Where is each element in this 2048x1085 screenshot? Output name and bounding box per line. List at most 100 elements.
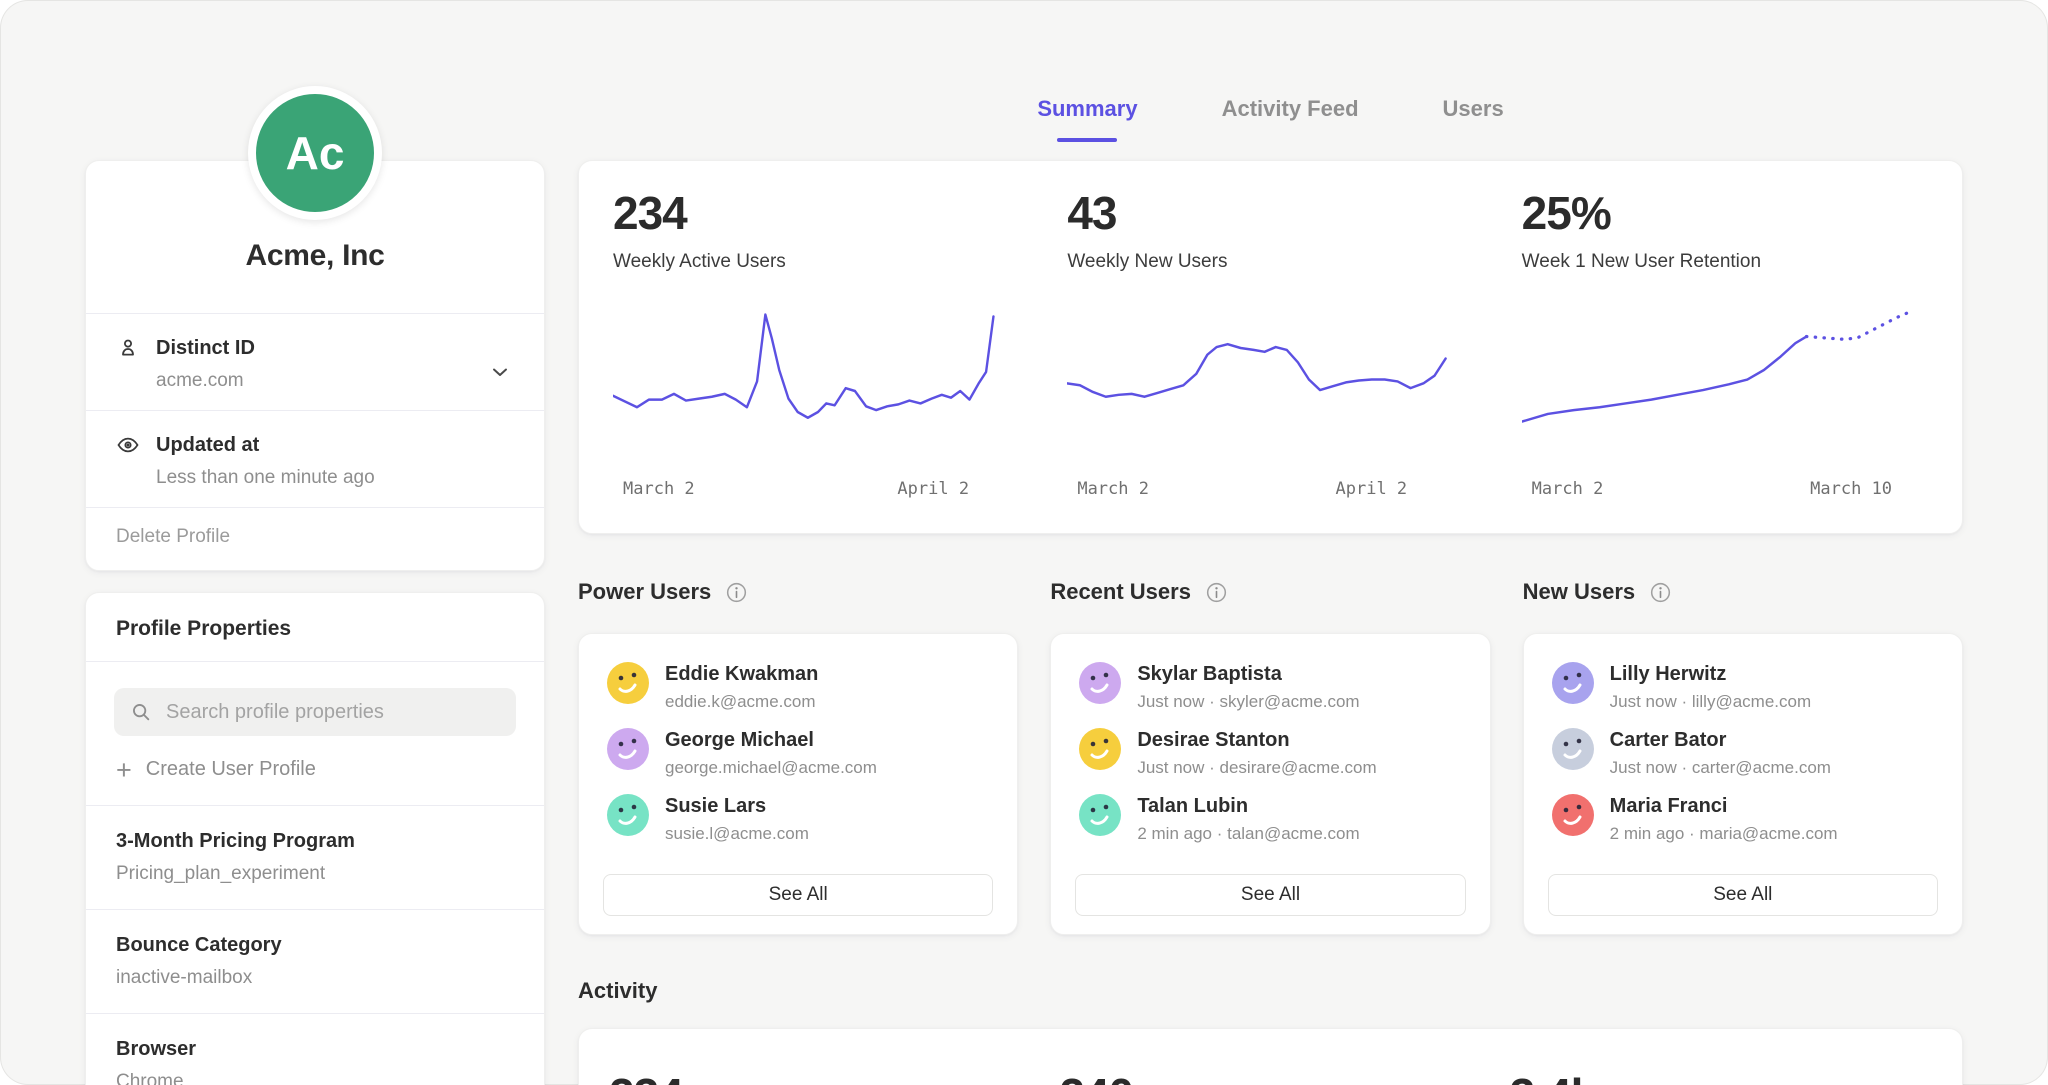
stat-value: 25% — [1522, 189, 1928, 237]
profile-dashboard: Ac Acme, Inc Distinct ID acme.com — [0, 0, 2048, 1085]
user-avatar — [607, 662, 649, 704]
company-avatar-initials: Ac — [286, 126, 345, 180]
user-avatar — [1552, 662, 1594, 704]
x-axis: March 2 March 10 — [1522, 479, 1928, 505]
x-tick: April 2 — [897, 479, 969, 499]
property-list: 3-Month Pricing Program Pricing_plan_exp… — [86, 805, 544, 1085]
person-icon — [116, 336, 140, 360]
user-name: George Michael — [665, 728, 877, 753]
activity-stat-value: 234 — [609, 1071, 1031, 1085]
section-title: Power Users — [578, 579, 711, 605]
recent-users-card: Skylar Baptista Just now · skyler@acme.c… — [1050, 633, 1490, 935]
search-box[interactable] — [114, 688, 516, 736]
info-icon[interactable] — [1649, 581, 1672, 604]
retention-sparkline — [1522, 305, 1928, 477]
user-avatar — [1079, 794, 1121, 836]
user-name: Skylar Baptista — [1137, 662, 1359, 687]
x-tick: March 2 — [1532, 479, 1604, 499]
user-name: Desirae Stanton — [1137, 728, 1376, 753]
property-row[interactable]: Bounce Category inactive-mailbox — [86, 909, 544, 1013]
user-avatar — [607, 728, 649, 770]
info-icon[interactable] — [1205, 581, 1228, 604]
property-value: inactive-mailbox — [116, 967, 514, 989]
field-value: acme.com — [156, 370, 514, 392]
user-subtext: Just now · desirare@acme.com — [1137, 758, 1376, 778]
user-name: Lilly Herwitz — [1610, 662, 1811, 687]
user-subtext: Just now · skyler@acme.com — [1137, 692, 1359, 712]
property-value: Chrome — [116, 1071, 514, 1085]
property-name: Browser — [116, 1038, 514, 1061]
activity-title: Activity — [578, 978, 1963, 1004]
user-name: Carter Bator — [1610, 728, 1831, 753]
property-row[interactable]: 3-Month Pricing Program Pricing_plan_exp… — [86, 805, 544, 909]
search-input[interactable] — [164, 700, 500, 725]
x-axis: March 2 April 2 — [1067, 479, 1473, 505]
activity-stat-value: 3.4k — [1510, 1071, 1932, 1085]
user-row[interactable]: Eddie Kwakman eddie.k@acme.com — [607, 662, 989, 712]
page-title: Acme, Inc — [245, 239, 384, 273]
delete-profile-button[interactable]: Delete Profile — [86, 507, 544, 570]
user-subtext: Just now · carter@acme.com — [1610, 758, 1831, 778]
user-row[interactable]: Maria Franci 2 min ago · maria@acme.com — [1552, 794, 1934, 844]
user-name: Eddie Kwakman — [665, 662, 818, 687]
see-all-button[interactable]: See All — [603, 874, 993, 916]
profile-properties-card: Profile Properties + Create User Profile… — [85, 592, 545, 1085]
x-tick: March 10 — [1810, 479, 1892, 499]
section-title: Recent Users — [1050, 579, 1191, 605]
tab-activity-feed[interactable]: Activity Feed — [1222, 96, 1359, 128]
user-row[interactable]: Skylar Baptista Just now · skyler@acme.c… — [1079, 662, 1461, 712]
stat-value: 43 — [1067, 189, 1473, 237]
tab-users[interactable]: Users — [1443, 96, 1504, 128]
weekly-active-users-sparkline — [613, 305, 1019, 477]
company-avatar: Ac — [248, 86, 382, 220]
stat-label: Weekly Active Users — [613, 251, 1019, 273]
info-icon[interactable] — [725, 581, 748, 604]
user-subtext: george.michael@acme.com — [665, 758, 877, 778]
field-distinct-id: Distinct ID acme.com — [86, 313, 544, 410]
user-row[interactable]: Desirae Stanton Just now · desirare@acme… — [1079, 728, 1461, 778]
stat-weekly-new-users: 43 Weekly New Users March 2 April 2 — [1067, 189, 1473, 519]
user-name: Susie Lars — [665, 794, 809, 819]
see-all-button[interactable]: See All — [1548, 874, 1938, 916]
create-user-profile-label: Create User Profile — [146, 758, 316, 781]
field-label: Distinct ID — [156, 337, 255, 360]
x-tick: April 2 — [1336, 479, 1408, 499]
stat-label: Weekly New Users — [1067, 251, 1473, 273]
property-row[interactable]: Browser Chrome — [86, 1013, 544, 1085]
user-row[interactable]: Susie Lars susie.l@acme.com — [607, 794, 989, 844]
section-title: New Users — [1523, 579, 1636, 605]
activity-stat-value: 240 — [1059, 1071, 1481, 1085]
stat-value: 234 — [613, 189, 1019, 237]
user-row[interactable]: Talan Lubin 2 min ago · talan@acme.com — [1079, 794, 1461, 844]
user-name: Talan Lubin — [1137, 794, 1359, 819]
eye-icon — [116, 433, 140, 457]
tab-bar: Summary Activity Feed Users — [578, 96, 1963, 128]
user-row[interactable]: Lilly Herwitz Just now · lilly@acme.com — [1552, 662, 1934, 712]
stat-weekly-active-users: 234 Weekly Active Users March 2 April 2 — [613, 189, 1019, 519]
profile-properties-title: Profile Properties — [86, 593, 544, 662]
search-icon — [130, 701, 152, 723]
property-name: Bounce Category — [116, 934, 514, 957]
power-users-section: Power Users Eddie Kwakman eddie.k@acme.c… — [578, 577, 1018, 935]
user-sections: Power Users Eddie Kwakman eddie.k@acme.c… — [578, 577, 1963, 935]
see-all-button[interactable]: See All — [1075, 874, 1465, 916]
user-avatar — [607, 794, 649, 836]
x-tick: March 2 — [623, 479, 695, 499]
user-row[interactable]: Carter Bator Just now · carter@acme.com — [1552, 728, 1934, 778]
overview-card: 234 Weekly Active Users March 2 April 2 … — [578, 160, 1963, 534]
new-users-section: New Users Lilly Herwitz Just now · lilly… — [1523, 577, 1963, 935]
field-updated-at: Updated at Less than one minute ago — [86, 410, 544, 507]
activity-section: Activity 234 240 3.4k — [578, 978, 1963, 1085]
user-subtext: 2 min ago · talan@acme.com — [1137, 824, 1359, 844]
tab-summary[interactable]: Summary — [1037, 96, 1137, 128]
property-name: 3-Month Pricing Program — [116, 830, 514, 853]
user-row[interactable]: George Michael george.michael@acme.com — [607, 728, 989, 778]
user-subtext: susie.l@acme.com — [665, 824, 809, 844]
power-users-card: Eddie Kwakman eddie.k@acme.com George Mi… — [578, 633, 1018, 935]
new-users-card: Lilly Herwitz Just now · lilly@acme.com … — [1523, 633, 1963, 935]
chevron-down-icon[interactable] — [488, 360, 512, 384]
create-user-profile-button[interactable]: + Create User Profile — [116, 758, 514, 781]
field-value: Less than one minute ago — [156, 467, 514, 489]
recent-users-section: Recent Users Skylar Baptista Just now · … — [1050, 577, 1490, 935]
user-subtext: 2 min ago · maria@acme.com — [1610, 824, 1838, 844]
